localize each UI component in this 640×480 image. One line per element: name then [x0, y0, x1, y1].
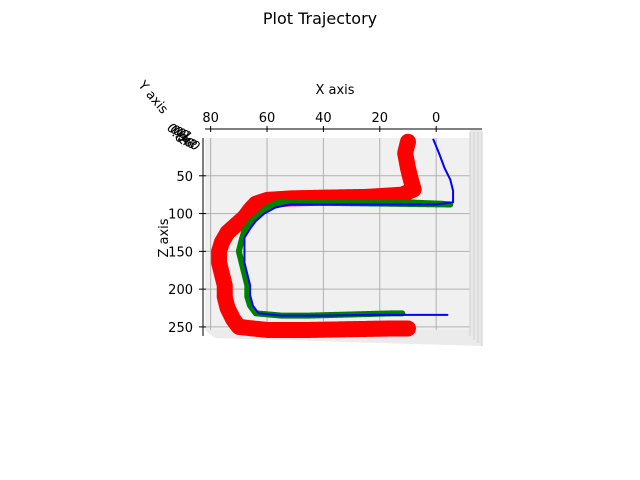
y-axis-label: Y axis	[134, 78, 171, 118]
chart-title: Plot Trajectory	[263, 9, 377, 28]
x-tick-label: 60	[259, 111, 276, 126]
x-tick-label: 0	[432, 111, 440, 126]
x-tick-label: 20	[372, 111, 389, 126]
x-axis-label: X axis	[315, 83, 354, 98]
side-edge-lines	[469, 132, 483, 346]
z-axis-label: Z axis	[157, 218, 172, 257]
z-tick-label: 200	[168, 283, 193, 298]
z-tick-label: 150	[168, 245, 193, 260]
z-tick-label: 50	[176, 170, 193, 185]
side-pane	[470, 130, 482, 346]
series-core-0	[213, 135, 420, 336]
x-tick-label: 40	[315, 111, 332, 126]
z-tick-label: 250	[168, 321, 193, 336]
z-tick-label: 100	[168, 208, 193, 223]
y-ticks-cluster: 0.00.20.40.60.81.0	[163, 121, 203, 154]
series-line-2	[243, 138, 455, 317]
series-layer	[211, 133, 455, 338]
x-tick-label: 80	[202, 111, 219, 126]
